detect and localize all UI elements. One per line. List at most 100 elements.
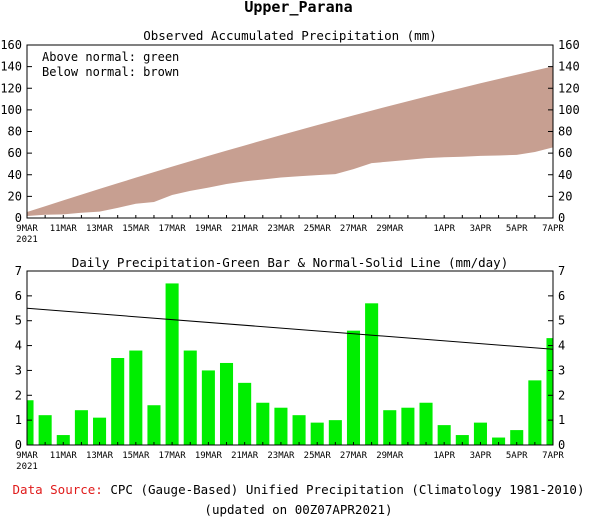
daily-precip-bar bbox=[256, 402, 270, 445]
panel2-xtick-label: 19MAR bbox=[195, 451, 223, 461]
daily-precip-bar bbox=[147, 405, 161, 445]
panel2-ytick-label-left: 4 bbox=[15, 339, 22, 353]
panel1-ytick-label-left: 80 bbox=[8, 125, 22, 139]
panel2-xtick-label: 7APR bbox=[542, 451, 564, 461]
daily-precip-bar bbox=[56, 435, 70, 445]
daily-precip-bar bbox=[310, 422, 324, 445]
figure-title: Upper_Parana bbox=[244, 0, 353, 16]
panel2-ytick-label-right: 7 bbox=[558, 264, 565, 278]
daily-precip-bar bbox=[201, 370, 215, 445]
daily-precip-bar bbox=[38, 415, 52, 445]
panel1-title: Observed Accumulated Precipitation (mm) bbox=[143, 28, 437, 43]
panel1-xtick-label: 23MAR bbox=[267, 224, 295, 234]
panel1-ytick-label-left: 160 bbox=[0, 38, 22, 52]
daily-precip-bar bbox=[346, 330, 361, 445]
panel1-xtick-label: 29MAR bbox=[376, 224, 404, 234]
panel1-xtick-label: 11MAR bbox=[50, 224, 78, 234]
panel1-xtick-label: 21MAR bbox=[231, 224, 259, 234]
daily-precip-bar bbox=[292, 415, 306, 445]
panel1-ytick-label-left: 140 bbox=[0, 60, 22, 74]
daily-precip-bar bbox=[419, 402, 433, 445]
panel1-ytick-label-right: 120 bbox=[558, 81, 580, 95]
daily-precip-bar bbox=[27, 400, 34, 445]
panel2-xtick-label: 11MAR bbox=[50, 451, 78, 461]
daily-precip-bar bbox=[492, 437, 506, 445]
data-source-text: CPC (Gauge-Based) Unified Precipitation … bbox=[102, 482, 585, 497]
panel1-xtick-label: 15MAR bbox=[122, 224, 150, 234]
data-source-label: Data Source: bbox=[12, 482, 103, 497]
daily-precip-bar bbox=[219, 362, 234, 445]
panel2-xtick-label: 1APR bbox=[433, 451, 455, 461]
panel2-ytick-label-right: 6 bbox=[558, 289, 565, 303]
panel1-xtick-label: 27MAR bbox=[340, 224, 368, 234]
panel1-xtick-label: 1APR bbox=[433, 224, 455, 234]
normal-precip-line bbox=[26, 307, 554, 350]
daily-precip-bar bbox=[74, 410, 88, 445]
panel1-xtick-label: 19MAR bbox=[195, 224, 223, 234]
panel2-ytick-label-left: 6 bbox=[15, 289, 22, 303]
panel2-ytick-label-right: 2 bbox=[558, 388, 565, 402]
panel1-xtick-label: 7APR bbox=[542, 224, 564, 234]
panel1-ytick-label-right: 40 bbox=[558, 168, 572, 182]
daily-precip-bar bbox=[401, 407, 415, 445]
panel1-xtick-label: 9MAR bbox=[16, 224, 38, 234]
panel2-xtick-label: 5APR bbox=[506, 451, 528, 461]
below-normal-area bbox=[27, 66, 553, 217]
panel1-ytick-label-right: 140 bbox=[558, 60, 580, 74]
panel2-xtick-label: 3APR bbox=[470, 451, 492, 461]
daily-precip-bar bbox=[328, 420, 342, 445]
daily-precip-bar bbox=[274, 407, 288, 445]
panel1-ytick-label-right: 160 bbox=[558, 38, 580, 52]
daily-precip-bar bbox=[383, 410, 397, 445]
panel1-ytick-label-left: 60 bbox=[8, 146, 22, 160]
daily-precip-bar bbox=[546, 338, 553, 445]
panel1-ytick-label-right: 100 bbox=[558, 103, 580, 117]
daily-precip-panel: Daily Precipitation-Green Bar & Normal-S… bbox=[15, 255, 565, 472]
panel2-ytick-label-right: 1 bbox=[558, 413, 565, 427]
panel1-ytick-label-left: 20 bbox=[8, 189, 22, 203]
daily-precip-bar bbox=[93, 417, 107, 445]
panel1-ytick-label-left: 40 bbox=[8, 168, 22, 182]
panel2-ytick-label-left: 0 bbox=[15, 438, 22, 452]
panel2-xtick-label: 17MAR bbox=[159, 451, 187, 461]
panel1-xtick-label: 5APR bbox=[506, 224, 528, 234]
daily-precip-bar bbox=[510, 430, 524, 445]
daily-precip-bar bbox=[437, 425, 451, 445]
panel1-xtick-label: 25MAR bbox=[304, 224, 332, 234]
panel2-ytick-label-left: 5 bbox=[15, 314, 22, 328]
panel2-xtick-label: 29MAR bbox=[376, 451, 404, 461]
panel2-title: Daily Precipitation-Green Bar & Normal-S… bbox=[72, 255, 509, 270]
daily-precip-bar bbox=[473, 422, 487, 445]
panel1-xtick-label: 17MAR bbox=[159, 224, 187, 234]
daily-precip-bar bbox=[528, 380, 542, 445]
panel1-xtick-label: 3APR bbox=[470, 224, 492, 234]
panel1-ytick-label-right: 60 bbox=[558, 146, 572, 160]
panel2-ytick-label-left: 2 bbox=[15, 388, 22, 402]
data-source-line: Data Source: CPC (Gauge-Based) Unified P… bbox=[0, 482, 597, 497]
daily-precip-bar bbox=[455, 435, 469, 445]
accumulated-precip-panel: Observed Accumulated Precipitation (mm) 0… bbox=[0, 28, 579, 245]
panel1-ytick-label-left: 120 bbox=[0, 81, 22, 95]
panel2-ytick-label-left: 3 bbox=[15, 363, 22, 377]
panel2-xtick-label: 25MAR bbox=[304, 451, 332, 461]
panel2-ytick-label-right: 0 bbox=[558, 438, 565, 452]
daily-precip-bar bbox=[111, 358, 125, 445]
panel2-ytick-label-left: 1 bbox=[15, 413, 22, 427]
panel1-xtick-year: 2021 bbox=[16, 235, 38, 245]
panel1-ytick-label-right: 80 bbox=[558, 125, 572, 139]
panel2-ytick-label-left: 7 bbox=[15, 264, 22, 278]
daily-precip-bar bbox=[129, 350, 143, 445]
panel2-xtick-label: 21MAR bbox=[231, 451, 259, 461]
legend-above-normal: Above normal: green bbox=[42, 50, 179, 64]
panel1-ytick-label-left: 100 bbox=[0, 103, 22, 117]
panel2-xtick-year: 2021 bbox=[16, 462, 38, 472]
daily-precip-bar bbox=[165, 283, 179, 445]
panel2-xtick-label: 27MAR bbox=[340, 451, 368, 461]
panel1-ytick-label-left: 0 bbox=[15, 211, 22, 225]
daily-precip-bar bbox=[238, 382, 252, 445]
panel2-xtick-label: 15MAR bbox=[122, 451, 150, 461]
panel2-ytick-label-right: 4 bbox=[558, 339, 565, 353]
updated-line: (updated on 00Z07APR2021) bbox=[204, 502, 393, 517]
panel2-ytick-label-right: 5 bbox=[558, 314, 565, 328]
